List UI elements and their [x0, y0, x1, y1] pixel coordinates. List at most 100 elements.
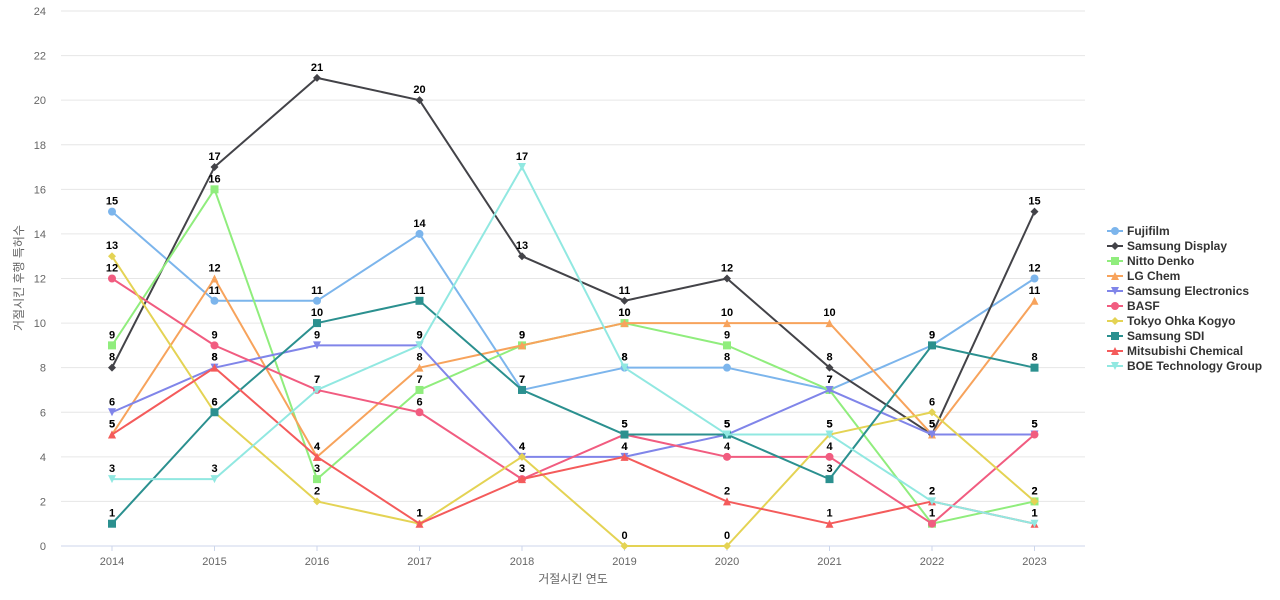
data-label-samsung-display: 20 [413, 84, 425, 96]
data-point-tokyo-ohka-kogyo [928, 408, 936, 417]
data-point-mitsubishi-chemical [210, 363, 219, 372]
data-point-samsung-display [1030, 207, 1039, 216]
data-label-basf: 7 [314, 374, 320, 386]
data-label-samsung-electronics: 8 [211, 352, 217, 364]
data-point-samsung-electronics [313, 341, 321, 350]
grid [61, 10, 1085, 547]
data-label-samsung-display: 13 [516, 240, 528, 252]
data-point-nitto-denko [415, 385, 424, 394]
data-label-tokyo-ohka-kogyo: 6 [211, 396, 217, 408]
data-label-mitsubishi-chemical: 2 [724, 485, 730, 497]
data-point-fujifilm [723, 363, 731, 372]
data-point-basf [825, 452, 834, 461]
series-line-samsung-electronics [111, 344, 1036, 458]
data-point-tokyo-ohka-kogyo [723, 542, 731, 550]
data-label-samsung-sdi: 6 [211, 396, 217, 408]
data-label-nitto-denko: 9 [109, 329, 115, 341]
data-point-boe-technology-group [108, 475, 116, 484]
data-point-lg-chem [620, 319, 629, 328]
data-label-mitsubishi-chemical: 5 [109, 419, 115, 431]
data-point-samsung-electronics [108, 408, 116, 417]
data-point-nitto-denko [210, 185, 219, 194]
data-point-mitsubishi-chemical [825, 519, 834, 528]
data-point-boe-technology-group [1030, 519, 1039, 528]
data-point-tokyo-ohka-kogyo [518, 452, 526, 461]
data-point-lg-chem [518, 341, 526, 350]
data-label-lg-chem: 11 [1029, 285, 1041, 297]
legend-label: Samsung SDI [1127, 329, 1204, 343]
data-label-mitsubishi-chemical: 3 [519, 463, 525, 475]
legend-marker-samsung-display [1111, 242, 1119, 250]
legend-marker-nitto-denko [1111, 257, 1119, 265]
y-tick-label: 12 [34, 274, 46, 286]
data-label-boe-technology-group: 3 [211, 463, 217, 475]
data-point-basf [415, 408, 424, 417]
data-point-boe-technology-group [620, 363, 629, 372]
legend-item-boe-technology-group[interactable]: BOE Technology Group [1107, 359, 1262, 373]
data-label-fujifilm: 8 [724, 352, 730, 364]
data-label-samsung-sdi: 8 [1031, 352, 1037, 364]
data-point-samsung-sdi [313, 319, 321, 328]
data-point-samsung-sdi [210, 408, 219, 417]
legend-marker-mitsubishi-chemical [1111, 347, 1119, 355]
data-point-samsung-display [313, 73, 321, 82]
data-point-boe-technology-group [723, 430, 731, 439]
x-axis-title: 거절시킨 연도 [538, 572, 608, 586]
data-point-mitsubishi-chemical [518, 475, 526, 484]
legend-item-tokyo-ohka-kogyo[interactable]: Tokyo Ohka Kogyo [1107, 314, 1235, 328]
data-point-fujifilm [108, 207, 116, 216]
data-label-mitsubishi-chemical: 2 [929, 485, 935, 497]
y-tick-label: 10 [34, 318, 46, 330]
legend-item-samsung-sdi[interactable]: Samsung SDI [1107, 329, 1204, 343]
series-line-samsung-sdi [111, 299, 1036, 525]
series-boe-technology-group [108, 163, 1039, 528]
data-label-lg-chem: 9 [519, 329, 525, 341]
y-tick-label: 16 [34, 184, 46, 196]
data-point-samsung-sdi [1030, 363, 1039, 372]
data-label-basf: 5 [1031, 419, 1037, 431]
data-label-mitsubishi-chemical: 1 [416, 508, 422, 520]
data-label-samsung-sdi: 3 [826, 463, 832, 475]
data-point-samsung-display [415, 96, 424, 105]
data-label-samsung-sdi: 5 [621, 419, 627, 431]
data-point-boe-technology-group [928, 497, 936, 506]
legend-item-samsung-display[interactable]: Samsung Display [1107, 239, 1227, 253]
legend-label: BOE Technology Group [1127, 359, 1262, 373]
data-label-samsung-electronics: 5 [1031, 419, 1037, 431]
data-point-tokyo-ohka-kogyo [108, 252, 116, 261]
legend-marker-samsung-sdi [1111, 332, 1119, 340]
y-tick-label: 14 [34, 229, 46, 241]
data-label-lg-chem: 5 [109, 419, 115, 431]
legend-item-basf[interactable]: BASF [1107, 299, 1160, 313]
legend-item-nitto-denko[interactable]: Nitto Denko [1107, 254, 1194, 268]
legend-marker-tokyo-ohka-kogyo [1111, 317, 1119, 325]
data-point-lg-chem [415, 363, 424, 372]
series-line-tokyo-ohka-kogyo [111, 255, 1036, 547]
data-point-boe-technology-group [518, 163, 526, 172]
data-label-mitsubishi-chemical: 1 [826, 508, 832, 520]
data-point-nitto-denko [723, 341, 731, 350]
data-label-fujifilm: 7 [826, 374, 832, 386]
x-tick-label: 2022 [920, 556, 944, 568]
data-label-nitto-denko: 3 [314, 463, 320, 475]
data-point-boe-technology-group [415, 341, 424, 350]
series-basf [108, 274, 1039, 528]
series-line-fujifilm [111, 210, 1036, 391]
data-point-tokyo-ohka-kogyo [620, 542, 629, 550]
legend-item-samsung-electronics[interactable]: Samsung Electronics [1107, 284, 1249, 298]
legend-item-lg-chem[interactable]: LG Chem [1107, 269, 1180, 283]
data-point-samsung-sdi [620, 430, 629, 439]
y-tick-label: 20 [34, 95, 46, 107]
x-tick-label: 2021 [817, 556, 841, 568]
data-label-samsung-sdi: 1 [109, 508, 115, 520]
data-point-basf [928, 519, 936, 528]
legend-item-mitsubishi-chemical[interactable]: Mitsubishi Chemical [1107, 344, 1243, 358]
data-label-samsung-sdi: 7 [519, 374, 525, 386]
x-tick-label: 2016 [305, 556, 329, 568]
data-label-samsung-display: 15 [1028, 196, 1040, 208]
data-label-nitto-denko: 16 [208, 173, 220, 185]
data-label-nitto-denko: 2 [1031, 485, 1037, 497]
legend-item-fujifilm[interactable]: Fujifilm [1107, 224, 1170, 238]
data-label-lg-chem: 12 [208, 263, 220, 275]
